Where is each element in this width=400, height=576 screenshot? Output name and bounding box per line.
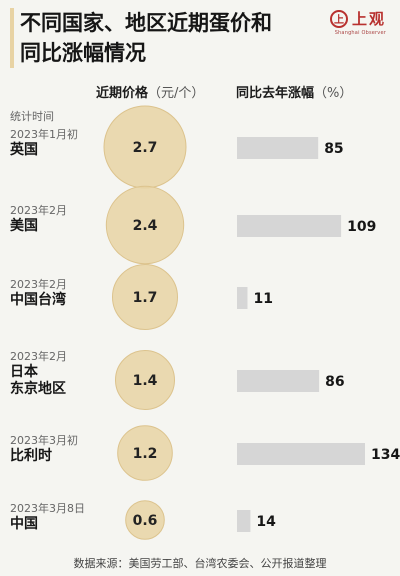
price-label: 2.7: [133, 140, 158, 156]
price-label: 1.2: [133, 446, 158, 462]
price-bubble: [112, 264, 178, 330]
brand-logo: 上 上观 Shanghai Observer: [329, 8, 386, 36]
change-label: 134: [371, 447, 400, 463]
title-line-1: 不同国家、地区近期蛋价和: [20, 11, 272, 35]
change-label: 86: [325, 374, 344, 390]
row-date: 2023年1月初: [10, 128, 78, 141]
price-bubble: [125, 500, 165, 540]
row-region: 英国: [10, 142, 38, 158]
row-date: 2023年2月: [10, 278, 67, 291]
price-bubble: [117, 425, 173, 481]
row-label: 2023年1月初 英国: [10, 128, 110, 159]
change-label: 14: [256, 514, 276, 530]
row-label: 2023年3月8日 中国: [10, 502, 110, 533]
change-bar: [237, 215, 342, 237]
price-label: 0.6: [133, 513, 158, 529]
logo-subtext: Shanghai Observer: [334, 30, 386, 36]
change-label: 11: [254, 291, 273, 307]
change-bar: [237, 370, 320, 392]
row-date: 2023年3月初: [10, 434, 78, 447]
price-column-header: 近期价格（元/个）: [96, 86, 205, 101]
price-label: 1.4: [133, 373, 158, 389]
row-date: 2023年3月8日: [10, 502, 85, 515]
price-label: 2.4: [133, 218, 158, 234]
row-date: 2023年2月: [10, 204, 67, 217]
change-bar: [237, 510, 251, 532]
row-region: 中国台湾: [10, 292, 66, 308]
change-column-header: 同比去年涨幅（%）: [236, 86, 353, 101]
row-label: 2023年2月 中国台湾: [10, 278, 110, 309]
price-label: 1.7: [133, 290, 158, 306]
change-bar: [237, 137, 319, 159]
change-bar: [237, 287, 248, 309]
row-region: 中国: [10, 516, 38, 532]
row-region: 日本 东京地区: [10, 364, 66, 397]
row-label: 2023年3月初 比利时: [10, 434, 110, 465]
logo-mark-icon: 上: [329, 9, 348, 28]
logo-text: 上观: [351, 10, 386, 28]
change-label: 109: [347, 219, 376, 235]
row-label: 2023年2月 日本 东京地区: [10, 350, 110, 398]
change-bar: [237, 443, 365, 465]
time-note: 统计时间: [10, 110, 54, 123]
row-region: 美国: [10, 218, 38, 234]
row-date: 2023年2月: [10, 350, 67, 363]
row-region: 比利时: [10, 448, 52, 464]
title-line-2: 同比涨幅情况: [20, 41, 146, 65]
price-bubble: [115, 350, 175, 410]
change-label: 85: [324, 141, 343, 157]
price-bubble: [105, 185, 185, 265]
data-source: 数据来源：美国劳工部、台湾农委会、公开报道整理: [73, 557, 327, 570]
row-label: 2023年2月 美国: [10, 204, 110, 235]
chart-title: 不同国家、地区近期蛋价和 同比涨幅情况: [10, 8, 320, 68]
